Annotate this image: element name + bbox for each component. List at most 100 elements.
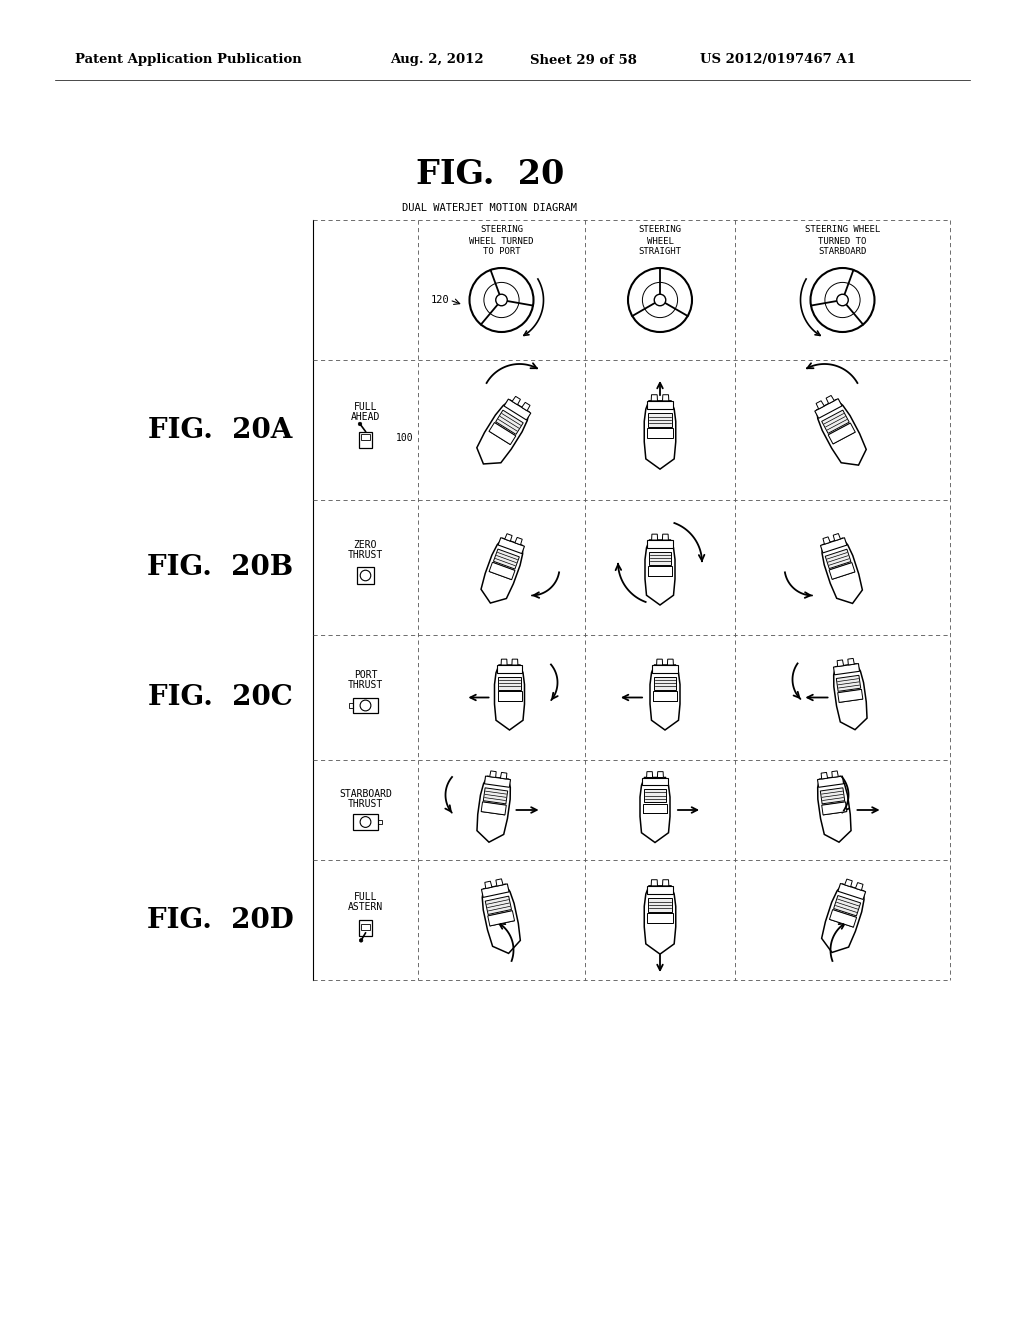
Polygon shape (498, 677, 521, 689)
Polygon shape (821, 801, 847, 814)
Text: Sheet 29 of 58: Sheet 29 of 58 (530, 54, 637, 66)
Polygon shape (820, 537, 847, 553)
Polygon shape (816, 401, 824, 409)
Text: 100: 100 (395, 433, 413, 444)
Polygon shape (644, 401, 676, 469)
Bar (378, 820, 382, 824)
Polygon shape (647, 428, 673, 438)
Polygon shape (820, 788, 845, 804)
Text: STEERING: STEERING (480, 226, 523, 235)
Polygon shape (822, 539, 862, 603)
Polygon shape (848, 659, 854, 665)
Bar (361, 924, 370, 929)
Circle shape (654, 294, 666, 306)
Polygon shape (495, 665, 524, 730)
Polygon shape (668, 659, 674, 665)
Polygon shape (855, 883, 863, 890)
Polygon shape (489, 562, 515, 579)
Polygon shape (653, 677, 677, 689)
Polygon shape (647, 540, 673, 548)
Text: THRUST: THRUST (348, 680, 383, 689)
Bar (353, 814, 378, 830)
Polygon shape (648, 898, 672, 912)
Polygon shape (640, 777, 670, 842)
Polygon shape (489, 771, 497, 777)
Text: 120: 120 (431, 294, 450, 305)
Text: US 2012/0197467 A1: US 2012/0197467 A1 (700, 54, 856, 66)
Polygon shape (663, 395, 669, 401)
Polygon shape (648, 413, 672, 426)
Polygon shape (647, 886, 673, 894)
Polygon shape (817, 400, 866, 465)
Text: ASTERN: ASTERN (348, 902, 383, 912)
Polygon shape (477, 400, 529, 463)
Polygon shape (483, 788, 508, 804)
Text: TURNED TO: TURNED TO (818, 236, 866, 246)
Polygon shape (838, 883, 865, 899)
Polygon shape (647, 913, 673, 924)
Text: DUAL WATERJET MOTION DIAGRAM: DUAL WATERJET MOTION DIAGRAM (402, 203, 578, 213)
Polygon shape (648, 566, 672, 576)
Text: STRAIGHT: STRAIGHT (639, 248, 682, 256)
Polygon shape (644, 886, 676, 954)
Polygon shape (646, 772, 652, 777)
Polygon shape (821, 884, 864, 953)
Polygon shape (653, 690, 677, 701)
Polygon shape (515, 537, 522, 545)
Text: Aug. 2, 2012: Aug. 2, 2012 (390, 54, 483, 66)
Polygon shape (838, 689, 863, 702)
Text: WHEEL TURNED: WHEEL TURNED (469, 236, 534, 246)
Polygon shape (501, 772, 507, 779)
Polygon shape (821, 411, 849, 433)
Bar (359, 920, 372, 936)
Polygon shape (481, 539, 522, 603)
Polygon shape (831, 771, 839, 777)
Polygon shape (825, 549, 851, 569)
Bar (353, 698, 378, 713)
Polygon shape (837, 676, 861, 692)
Polygon shape (663, 879, 669, 886)
Polygon shape (487, 911, 514, 925)
Polygon shape (834, 664, 859, 675)
Polygon shape (521, 403, 530, 411)
Polygon shape (838, 660, 844, 667)
Circle shape (358, 422, 361, 426)
Polygon shape (505, 533, 512, 541)
Polygon shape (512, 396, 520, 405)
Polygon shape (489, 422, 516, 445)
Polygon shape (482, 884, 520, 953)
Polygon shape (504, 399, 530, 420)
Polygon shape (829, 909, 857, 927)
Polygon shape (815, 399, 842, 418)
Polygon shape (823, 537, 830, 544)
Text: Patent Application Publication: Patent Application Publication (75, 54, 302, 66)
Text: THRUST: THRUST (348, 799, 383, 809)
Text: FIG.  20A: FIG. 20A (147, 417, 292, 444)
Text: STEERING WHEEL: STEERING WHEEL (805, 226, 880, 235)
Polygon shape (648, 552, 672, 565)
Polygon shape (834, 664, 867, 730)
Polygon shape (485, 896, 512, 915)
Polygon shape (481, 884, 509, 898)
Polygon shape (498, 537, 524, 553)
Circle shape (359, 939, 362, 942)
Polygon shape (651, 395, 657, 401)
Polygon shape (498, 690, 521, 701)
Polygon shape (512, 659, 518, 665)
Polygon shape (656, 659, 663, 665)
Polygon shape (650, 665, 680, 730)
Text: STARBOARD: STARBOARD (339, 789, 392, 799)
Bar (356, 566, 375, 585)
Polygon shape (645, 540, 675, 605)
Text: FULL: FULL (353, 403, 377, 412)
Circle shape (496, 294, 507, 306)
Polygon shape (657, 772, 664, 777)
Polygon shape (496, 879, 503, 886)
Polygon shape (501, 659, 507, 665)
Text: FIG.  20B: FIG. 20B (146, 554, 293, 581)
Polygon shape (817, 776, 844, 787)
Text: FIG.  20C: FIG. 20C (147, 684, 293, 711)
Text: WHEEL: WHEEL (646, 236, 674, 246)
Polygon shape (647, 401, 673, 409)
Circle shape (837, 294, 848, 306)
